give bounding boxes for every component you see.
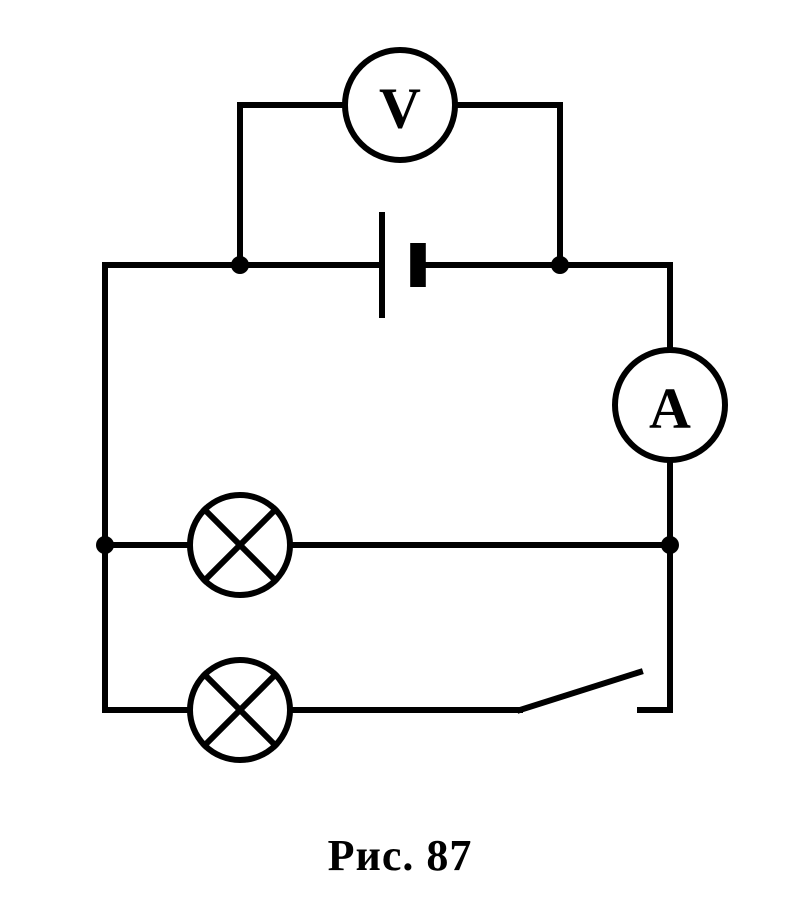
junction bbox=[551, 256, 569, 274]
junction bbox=[96, 536, 114, 554]
figure-caption: Рис. 87 bbox=[0, 830, 800, 881]
junction bbox=[231, 256, 249, 274]
switch-arm bbox=[520, 672, 640, 710]
voltmeter-label: V bbox=[379, 76, 421, 141]
ammeter-label: A bbox=[649, 376, 691, 441]
junction bbox=[661, 536, 679, 554]
